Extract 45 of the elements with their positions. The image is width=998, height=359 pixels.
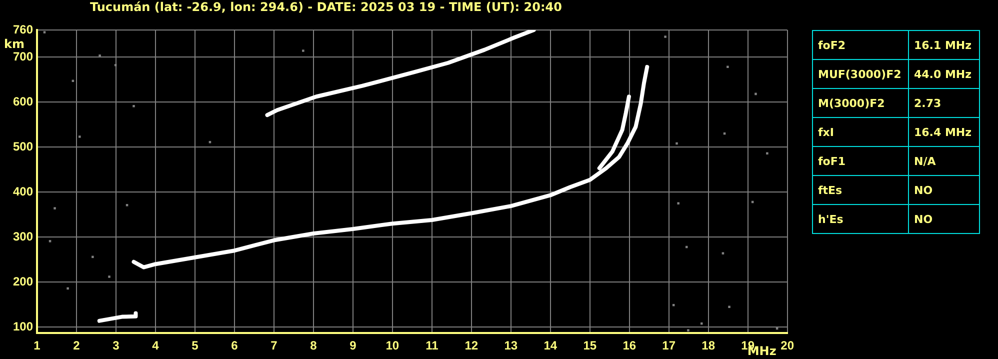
point: [685, 246, 688, 248]
text: 16.4 MHz: [908, 118, 980, 146]
x-tick-label: 12: [464, 338, 478, 353]
y-tick-label: 600: [12, 94, 34, 108]
y-tick-label: 400: [12, 184, 34, 198]
x-tick-label: 3: [112, 338, 120, 353]
x-tick-label: 5: [192, 338, 199, 353]
y-tick-label: 760: [12, 22, 34, 36]
x-tick-label: 8: [310, 338, 318, 353]
text: fxI: [812, 118, 908, 146]
x-tick-label: 10: [386, 338, 400, 353]
y-tick-label: 200: [12, 274, 34, 288]
x-tick-label: 11: [426, 338, 439, 353]
x-tick-label: 13: [504, 338, 518, 353]
text: NO: [908, 176, 980, 204]
y-axis-title: km: [4, 37, 24, 52]
y-tick-label: 100: [12, 319, 34, 334]
point: [72, 80, 74, 82]
x-tick-label: 7: [270, 338, 278, 353]
y-tick-label: 500: [12, 139, 34, 154]
text: ftEs: [812, 176, 908, 204]
x-tick-label: 9: [350, 338, 357, 353]
y-tick-label: 300: [12, 229, 34, 244]
x-tick-label: 18: [702, 338, 716, 353]
chart-title: Tucumán (lat: -26.9, lon: 294.6) - DATE: 2025 03 19 - TIME (UT): 20:40: [90, 0, 562, 14]
y-tick-label: 700: [12, 49, 34, 64]
x-tick-label: 17: [662, 338, 676, 353]
x-tick-label: 20: [780, 338, 794, 353]
text: M(3000)F2: [812, 88, 908, 118]
x-tick-label: 16: [622, 338, 636, 353]
text: 44.0 MHz: [908, 60, 980, 88]
x-tick-label: 1: [34, 338, 41, 353]
text: 2.73: [908, 88, 980, 118]
x-tick-label: 6: [231, 338, 238, 353]
text: MUF(3000)F2: [812, 60, 908, 88]
text: NO: [908, 204, 980, 234]
x-tick-label: 2: [73, 338, 80, 353]
text: h'Es: [812, 204, 908, 234]
x-tick-label: 14: [544, 338, 558, 353]
text: 16.1 MHz: [908, 30, 980, 60]
text: foF2: [812, 30, 908, 60]
x-tick-label: 4: [152, 338, 160, 353]
text: foF1: [812, 146, 908, 176]
x-tick-label: 15: [583, 338, 597, 353]
text: N/A: [908, 146, 980, 176]
